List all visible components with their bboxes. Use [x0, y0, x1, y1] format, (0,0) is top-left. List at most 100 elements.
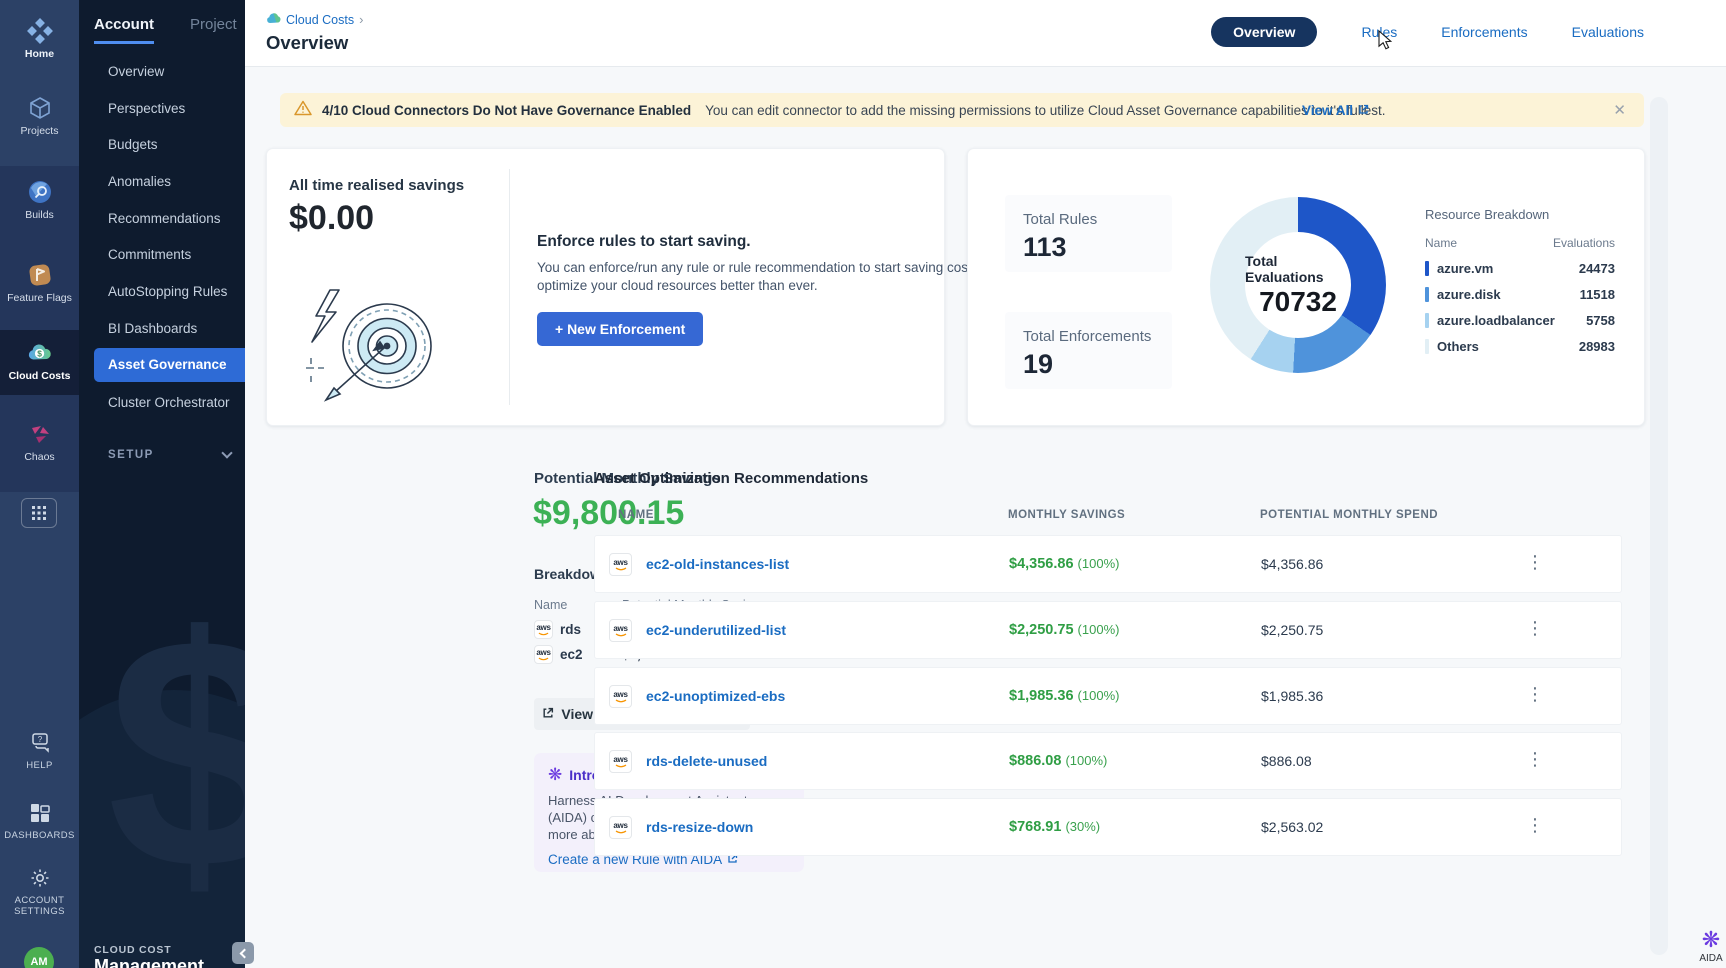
rule-link[interactable]: ec2-unoptimized-ebs: [646, 688, 786, 704]
account-settings-button[interactable]: ACCOUNT SETTINGS: [0, 865, 79, 917]
row-menu-kebab-icon[interactable]: ⋮: [1526, 684, 1544, 704]
rule-link[interactable]: ec2-underutilized-list: [646, 622, 787, 638]
breakdown-row: azure.loadbalancer 5758: [1425, 313, 1615, 328]
sidebar-item-chaos[interactable]: Chaos: [0, 421, 79, 463]
table-row[interactable]: aws ec2-old-instances-list $4,356.86 (10…: [594, 535, 1622, 593]
row-menu-kebab-icon[interactable]: ⋮: [1526, 749, 1544, 769]
cloud-costs-icon: [266, 12, 281, 27]
total-rules-tile: Total Rules 113: [1005, 195, 1172, 272]
view-tabs: Overview Rules Enforcements Evaluations: [1211, 17, 1644, 47]
aws-icon: aws: [534, 620, 553, 639]
sidebar-item-cloud-costs[interactable]: $ Cloud Costs: [0, 340, 79, 382]
aida-icon: ❋: [1701, 927, 1721, 952]
total-enforcements-value: 19: [1023, 349, 1054, 379]
rail-label-home: Home: [24, 48, 55, 60]
rail-label-feature-flags: Feature Flags: [7, 292, 72, 304]
card-divider: [509, 169, 510, 405]
total-enforcements-tile: Total Enforcements 19: [1005, 312, 1172, 389]
sidebar-item-bi-dashboards[interactable]: BI Dashboards: [108, 321, 198, 336]
rail-label-chaos: Chaos: [24, 451, 55, 463]
brand-module-small: CLOUD COST: [94, 944, 172, 956]
rule-link[interactable]: rds-delete-unused: [646, 753, 768, 769]
sidebar-item-cluster-orchestrator[interactable]: Cluster Orchestrator: [108, 395, 230, 410]
column-evaluations: Evaluations: [1552, 236, 1615, 250]
tab-overview[interactable]: Overview: [1211, 17, 1318, 47]
sidebar-item-builds[interactable]: Builds: [0, 179, 79, 221]
total-rules-value: 113: [1023, 232, 1067, 262]
scope-tabs: Account Project: [94, 16, 237, 44]
help-chat-icon: ?: [27, 730, 53, 756]
rail-label-builds: Builds: [25, 209, 54, 221]
aws-icon: aws: [609, 553, 632, 576]
banner-headline: 4/10 Cloud Connectors Do Not Have Govern…: [322, 102, 692, 118]
enforce-cta-description: You can enforce/run any rule or rule rec…: [537, 260, 1005, 293]
row-menu-kebab-icon[interactable]: ⋮: [1526, 552, 1544, 572]
tab-account[interactable]: Account: [94, 16, 154, 44]
gear-icon: [27, 865, 53, 891]
table-row[interactable]: aws rds-resize-down $768.91 (30%) $2,563…: [594, 798, 1622, 856]
table-row[interactable]: aws ec2-unoptimized-ebs $1,985.36 (100%)…: [594, 667, 1622, 725]
aws-icon: aws: [609, 685, 632, 708]
watermark-circle: [79, 690, 245, 968]
sidebar-item-recommendations[interactable]: Recommendations: [108, 211, 221, 226]
breadcrumb-cloud-costs[interactable]: Cloud Costs: [286, 12, 355, 27]
row-menu-kebab-icon[interactable]: ⋮: [1526, 815, 1544, 835]
banner-description: You can edit connector to add the missin…: [705, 102, 1386, 118]
new-enforcement-button[interactable]: + New Enforcement: [537, 312, 704, 346]
rail-label-dashboards: DASHBOARDS: [4, 830, 75, 841]
setup-section-toggle[interactable]: SETUP: [108, 447, 233, 461]
sidebar-item-commitments[interactable]: Commitments: [108, 247, 192, 262]
external-link-icon: [1358, 103, 1369, 118]
aws-icon: aws: [609, 750, 632, 773]
main-content: Cloud Costs › Overview Overview Rules En…: [245, 0, 1726, 968]
sidebar-collapse-button[interactable]: [232, 942, 254, 964]
scrollbar[interactable]: [1650, 97, 1668, 955]
module-switcher-button[interactable]: [21, 498, 57, 528]
user-avatar[interactable]: AM: [24, 947, 54, 968]
mouse-cursor: [1378, 29, 1393, 56]
cloud-costs-icon: $: [27, 340, 53, 366]
tab-project[interactable]: Project: [190, 16, 237, 33]
column-name: Name: [534, 598, 568, 612]
table-row[interactable]: aws ec2-underutilized-list $2,250.75 (10…: [594, 601, 1622, 659]
breakdown-row: azure.vm 24473: [1425, 261, 1615, 276]
sidebar-item-projects[interactable]: Projects: [0, 95, 79, 137]
column-potential-monthly-spend: POTENTIAL MONTHLY SPEND: [1260, 509, 1439, 521]
dashboards-button[interactable]: DASHBOARDS: [0, 800, 79, 841]
breakdown-row: azure.disk 11518: [1425, 287, 1615, 302]
page-title: Overview: [266, 32, 349, 53]
chevron-down-icon: [221, 447, 233, 459]
donut-center: Total Evaluations 70732: [1245, 232, 1351, 338]
sidebar-item-feature-flags[interactable]: Feature Flags: [0, 262, 79, 304]
sidebar-item-home[interactable]: Home: [0, 18, 79, 60]
recommendations-columns: NAME MONTHLY SAVINGS POTENTIAL MONTHLY S…: [594, 509, 1622, 525]
page-header: Cloud Costs › Overview Overview Rules En…: [245, 0, 1726, 67]
sidebar-item-perspectives[interactable]: Perspectives: [108, 101, 186, 116]
sidebar-item-overview[interactable]: Overview: [108, 64, 165, 79]
table-row[interactable]: aws rds-delete-unused $886.08 (100%) $88…: [594, 732, 1622, 790]
sidebar-item-autostopping-rules[interactable]: AutoStopping Rules: [108, 284, 228, 299]
column-name: Name: [1425, 236, 1458, 250]
rail-label-help: HELP: [26, 760, 53, 771]
recommendations-title: Asset Optimization Recommendations: [594, 470, 869, 487]
rule-link[interactable]: rds-resize-down: [646, 819, 754, 835]
banner-view-all-link[interactable]: View All: [1302, 103, 1369, 118]
tab-evaluations[interactable]: Evaluations: [1571, 24, 1644, 40]
aws-icon: aws: [609, 619, 632, 642]
rail-section-top: Home Projects: [0, 0, 79, 166]
harness-home-icon: [26, 18, 53, 44]
close-icon[interactable]: ✕: [1613, 102, 1626, 119]
sidebar-item-budgets[interactable]: Budgets: [108, 137, 158, 152]
help-button[interactable]: ? HELP: [0, 730, 79, 771]
sidebar-item-asset-governance[interactable]: Asset Governance: [94, 348, 245, 382]
enforce-cta-heading: Enforce rules to start saving.: [537, 233, 751, 250]
tab-enforcements[interactable]: Enforcements: [1441, 24, 1528, 40]
aida-fab[interactable]: ❋ AIDA: [1689, 927, 1726, 965]
aws-icon: aws: [609, 816, 632, 839]
sidebar-item-anomalies[interactable]: Anomalies: [108, 174, 172, 189]
row-menu-kebab-icon[interactable]: ⋮: [1526, 618, 1544, 638]
rule-link[interactable]: ec2-old-instances-list: [646, 556, 790, 572]
legend-swatch: [1425, 313, 1429, 328]
chaos-icon: [27, 421, 53, 447]
potential-savings-amount: $9,800.15: [533, 494, 685, 532]
